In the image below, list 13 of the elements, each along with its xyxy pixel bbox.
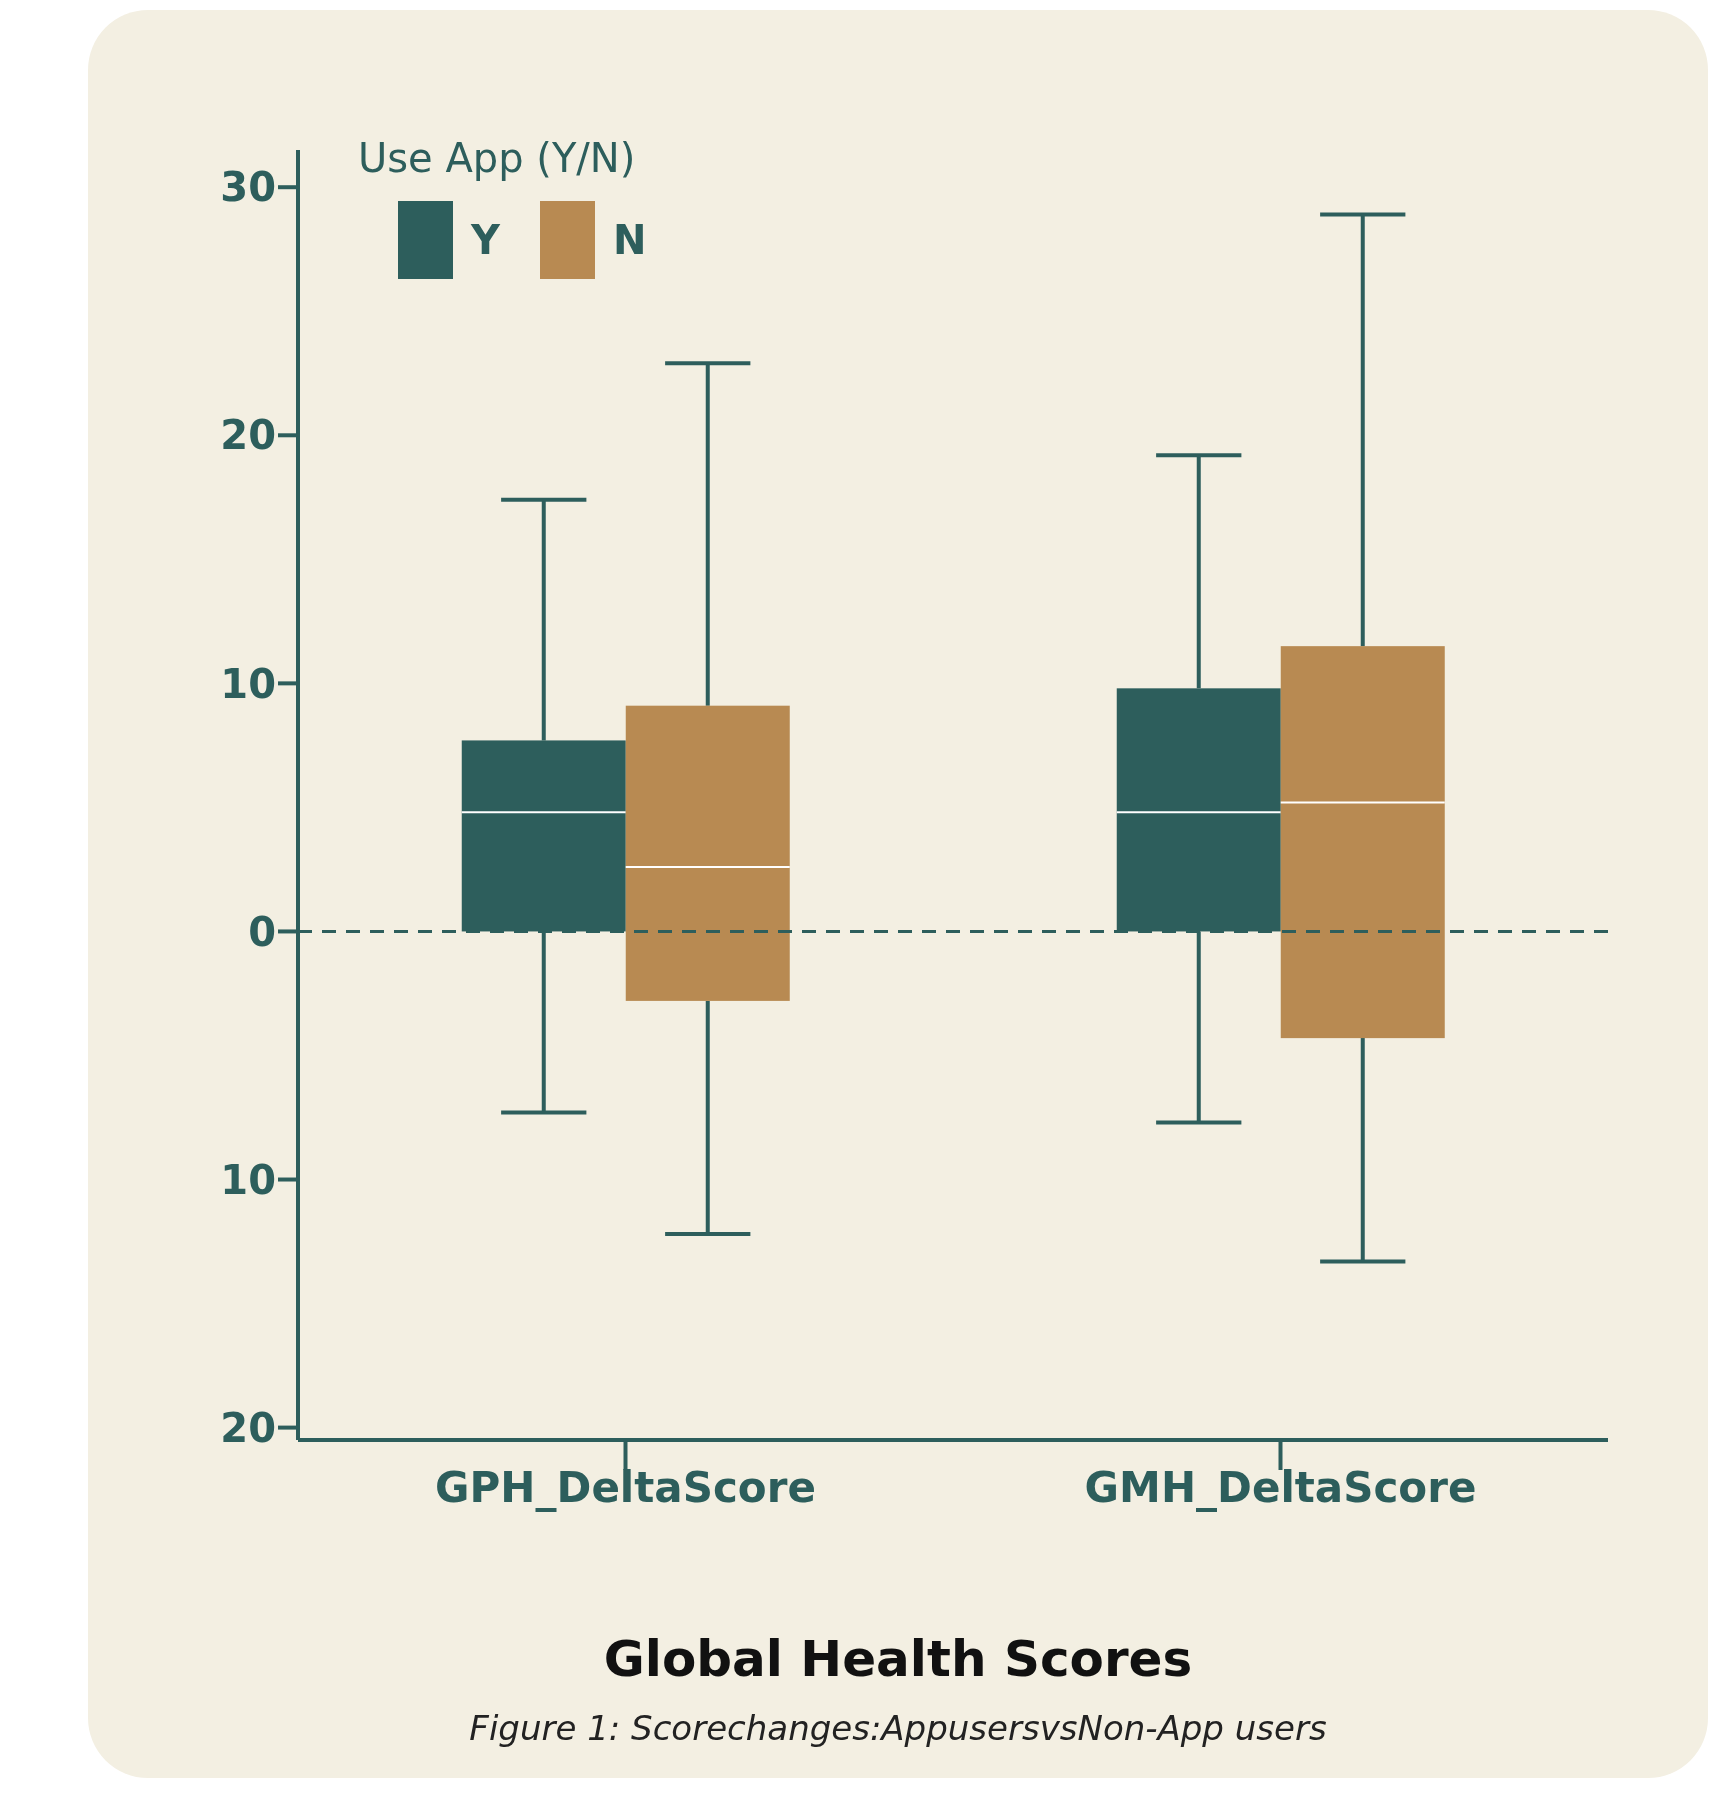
y-tick-label: 20 — [220, 1404, 276, 1451]
caption: Figure 1: Scorechanges:AppusersvsNon-App users — [468, 1708, 1328, 1748]
legend-title: Use App (Y/N) — [358, 135, 637, 181]
x-tick-label: GMH_DeltaScore — [1084, 1462, 1477, 1512]
y-tick-label: 10 — [220, 1156, 276, 1203]
y-tick-label: 20 — [220, 412, 276, 459]
legend-label: Y — [471, 217, 500, 263]
x-tick-label: GPH_DeltaScore — [435, 1462, 816, 1512]
legend-label: N — [612, 217, 647, 263]
y-tick-label: 10 — [220, 660, 276, 707]
text: Global Health Scores — [602, 1630, 1194, 1688]
y-tick-label: 30 — [220, 164, 276, 211]
y-tick-label: 0 — [248, 908, 276, 955]
